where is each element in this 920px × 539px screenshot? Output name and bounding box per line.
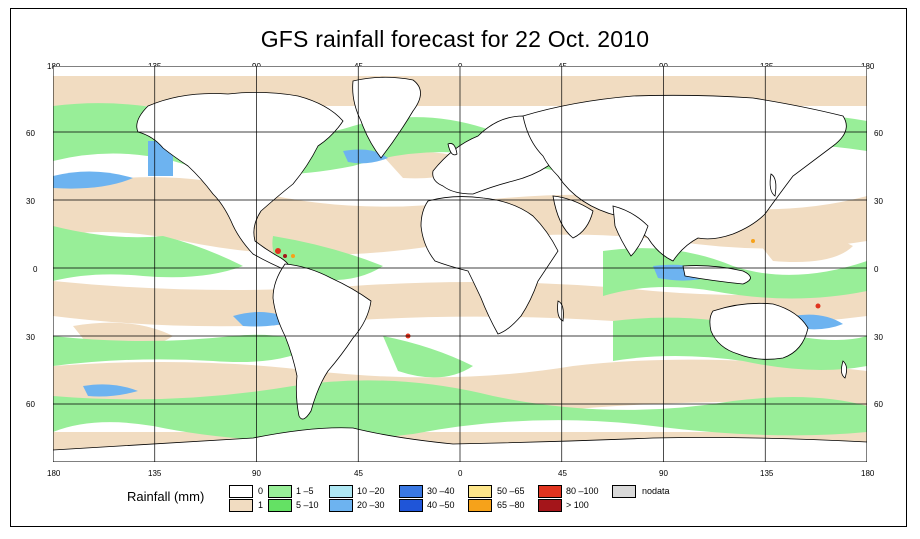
legend-swatch-12: [612, 485, 636, 498]
landmass-south-america: [272, 263, 372, 420]
lon-tick-bottom-4: 45: [354, 469, 363, 478]
legend-swatch-9: [468, 499, 492, 512]
landmass-north-america: [136, 92, 344, 272]
landmass-greenland: [352, 76, 421, 159]
graticule: [53, 66, 867, 462]
legend-label-0: 0: [258, 486, 264, 496]
landmass-africa: [420, 196, 559, 335]
legend-swatch-1: [229, 499, 253, 512]
landmass-uk: [447, 143, 458, 156]
landmass-indonesia: [682, 265, 751, 285]
lat-tick-right-60n: 60: [874, 129, 883, 138]
legend-swatch-8: [468, 485, 492, 498]
legend-swatch-5: [329, 499, 353, 512]
legend-label-7: 40 –50: [427, 500, 455, 510]
legend-label-12: nodata: [642, 486, 670, 496]
lon-tick-bottom-2: 135: [148, 469, 162, 478]
legend-label-9: 65 –80: [497, 500, 525, 510]
legend-swatch-0: [229, 485, 253, 498]
lon-tick-bottom-9: 180: [861, 469, 875, 478]
lat-tick-left-30s: 30: [26, 333, 35, 342]
lat-tick-left-30n: 30: [26, 197, 35, 206]
lat-tick-left-60s: 60: [26, 400, 35, 409]
legend-label-8: 50 –65: [497, 486, 525, 496]
legend-title: Rainfall (mm): [127, 489, 205, 504]
legend-label-5: 20 –30: [357, 500, 385, 510]
rainfall-map: [53, 66, 867, 462]
landmass-new-zealand: [841, 360, 847, 379]
legend-label-6: 30 –40: [427, 486, 455, 496]
legend-swatch-4: [329, 485, 353, 498]
legend-swatch-11: [538, 499, 562, 512]
lat-tick-right-60s: 60: [874, 400, 883, 409]
lon-tick-top-9: 180: [861, 62, 875, 71]
figure-frame: [10, 8, 907, 527]
legend-swatch-6: [399, 485, 423, 498]
landmass-arabia: [552, 195, 594, 239]
legend-label-1: 1: [258, 500, 264, 510]
lat-tick-right-0: 0: [874, 265, 879, 274]
lon-tick-bottom-7: 90: [659, 469, 668, 478]
landmass-india: [612, 205, 649, 257]
landmass-japan: [769, 173, 777, 197]
legend-label-11: > 100: [566, 500, 589, 510]
lon-tick-bottom-6: 45: [558, 469, 567, 478]
legend-label-10: 80 –100: [566, 486, 599, 496]
lat-tick-right-30n: 30: [874, 197, 883, 206]
legend-swatch-7: [399, 499, 423, 512]
legend-label-4: 10 –20: [357, 486, 385, 496]
lon-tick-bottom-3: 90: [252, 469, 261, 478]
landmass-australia: [709, 302, 809, 360]
lat-tick-left-0: 0: [33, 265, 38, 274]
legend-label-2: 1 –5: [296, 486, 314, 496]
map-title: GFS rainfall forecast for 22 Oct. 2010: [260, 26, 650, 52]
legend-swatch-2: [268, 485, 292, 498]
lon-tick-bottom-1: 180: [47, 469, 61, 478]
legend-label-3: 5 –10: [296, 500, 319, 510]
lon-tick-bottom-5: 0: [458, 469, 463, 478]
legend-swatch-10: [538, 485, 562, 498]
lat-tick-right-30s: 30: [874, 333, 883, 342]
lat-tick-left-60n: 60: [26, 129, 35, 138]
lon-tick-bottom-8: 135: [760, 469, 774, 478]
legend-swatch-3: [268, 499, 292, 512]
